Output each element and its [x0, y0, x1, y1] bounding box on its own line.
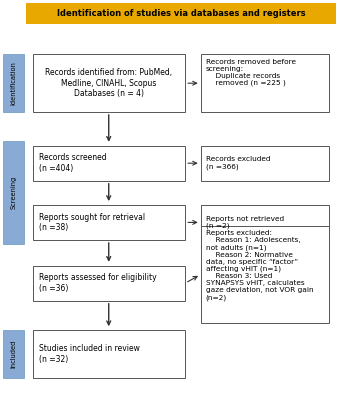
Text: Identification of studies via databases and registers: Identification of studies via databases … — [57, 9, 305, 18]
Text: Studies included in review
(n =32): Studies included in review (n =32) — [39, 344, 140, 364]
FancyBboxPatch shape — [201, 226, 329, 323]
Text: Reports sought for retrieval
(n =38): Reports sought for retrieval (n =38) — [39, 213, 145, 232]
FancyBboxPatch shape — [201, 205, 329, 240]
Text: Included: Included — [11, 340, 17, 368]
FancyBboxPatch shape — [3, 330, 24, 378]
FancyBboxPatch shape — [33, 266, 185, 301]
FancyBboxPatch shape — [33, 146, 185, 181]
FancyBboxPatch shape — [33, 205, 185, 240]
FancyBboxPatch shape — [201, 54, 329, 112]
Text: Reports not retrieved
(n =2): Reports not retrieved (n =2) — [206, 216, 284, 229]
Text: Identification: Identification — [11, 61, 17, 105]
Text: Reports excluded:
    Reason 1: Adolescents,
not adults (n=1)
    Reason 2: Norm: Reports excluded: Reason 1: Adolescents,… — [206, 230, 314, 301]
FancyBboxPatch shape — [33, 330, 185, 378]
FancyBboxPatch shape — [26, 3, 336, 24]
Text: Records screened
(n =404): Records screened (n =404) — [39, 154, 106, 173]
Text: Records excluded
(n =366): Records excluded (n =366) — [206, 156, 270, 170]
Text: Records removed before
screening:
    Duplicate records
    removed (n =225 ): Records removed before screening: Duplic… — [206, 59, 296, 86]
FancyBboxPatch shape — [201, 146, 329, 181]
FancyBboxPatch shape — [3, 141, 24, 244]
Text: Reports assessed for eligibility
(n =36): Reports assessed for eligibility (n =36) — [39, 274, 156, 293]
FancyBboxPatch shape — [33, 54, 185, 112]
Text: Screening: Screening — [11, 176, 17, 209]
Text: Records identified from: PubMed,
Medline, CINAHL, Scopus
Databases (n = 4): Records identified from: PubMed, Medline… — [45, 68, 173, 98]
FancyBboxPatch shape — [3, 54, 24, 112]
